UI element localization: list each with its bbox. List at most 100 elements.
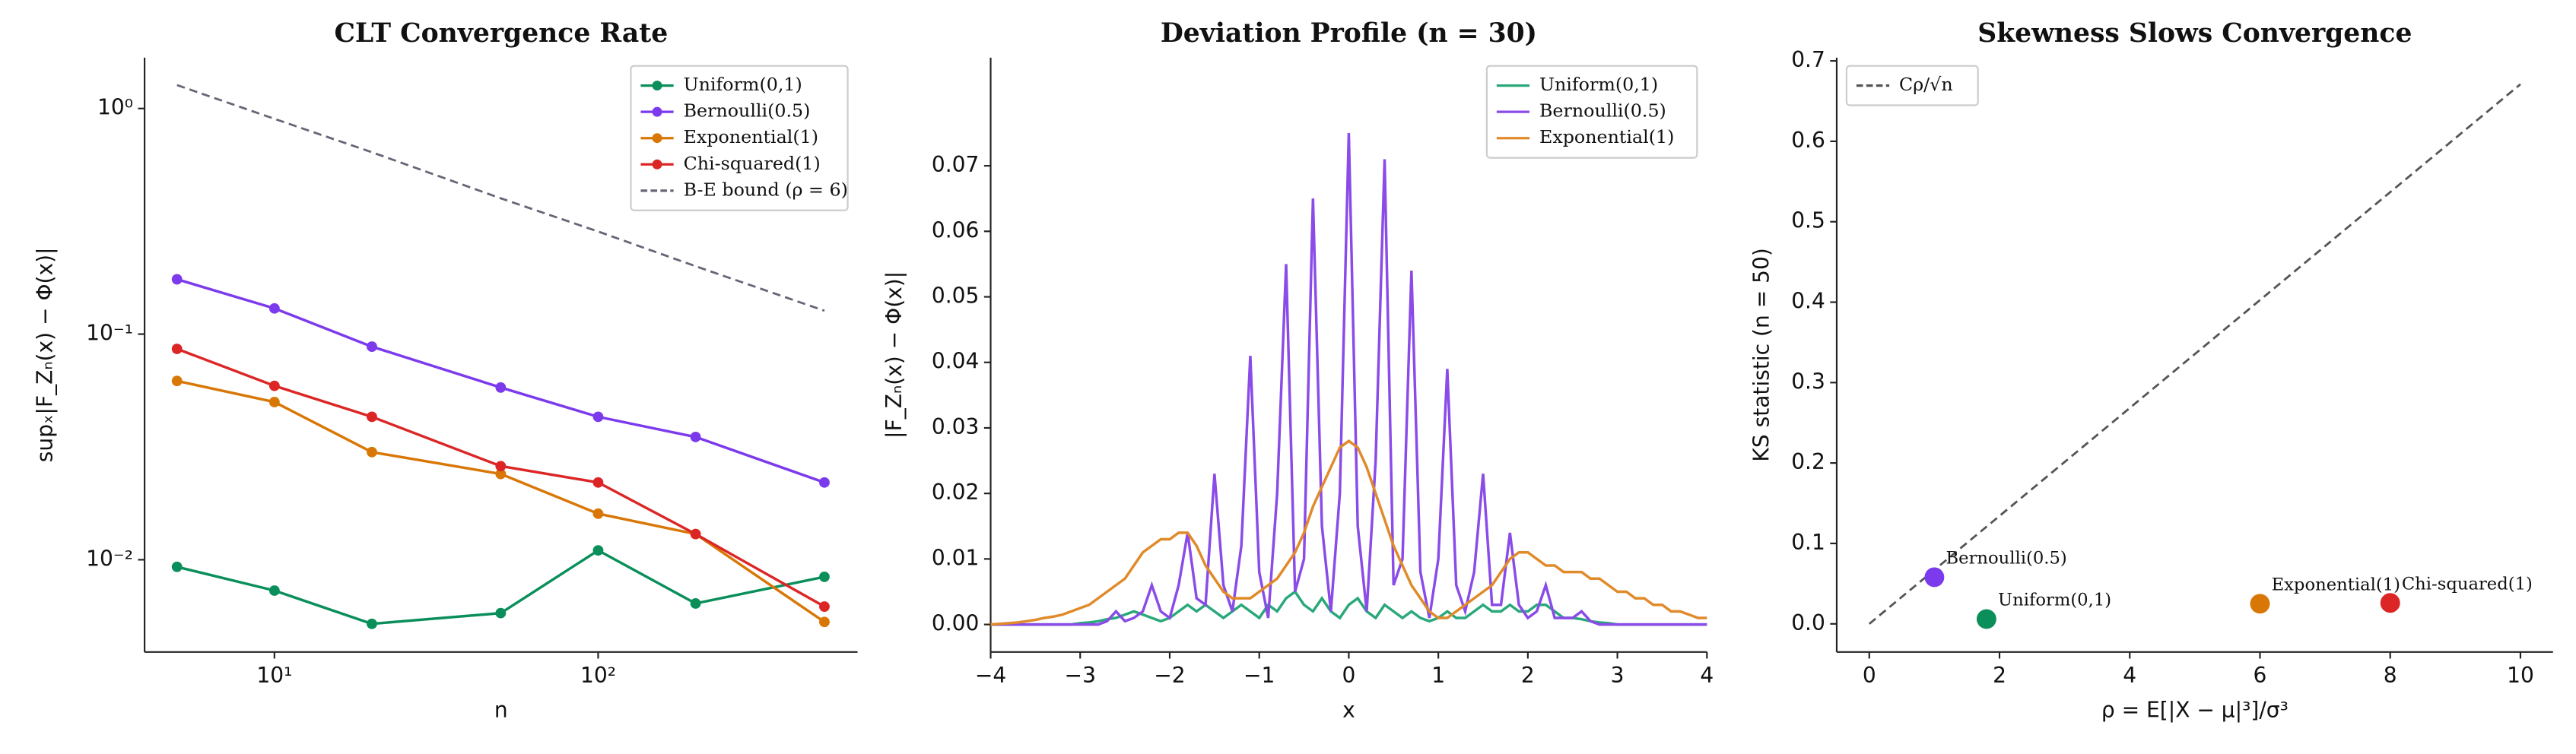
x-tick-label: 0 (1342, 663, 1355, 688)
data-point (690, 528, 701, 540)
y-tick-label: 0.04 (932, 349, 980, 374)
data-point (819, 477, 830, 488)
legend-label: Bernoulli(0.5) (684, 100, 811, 122)
legend-marker (652, 133, 662, 144)
series-line (990, 439, 1707, 626)
series-line (990, 132, 1707, 626)
x-axis-label: ρ = E[|X − μ|³]/σ³ (2101, 698, 2289, 723)
point-label: Bernoulli(0.5) (1946, 549, 2067, 569)
legend-label: Cρ/√n (1899, 74, 1953, 95)
chart-title: CLT Convergence Rate (334, 18, 668, 49)
point-label: Exponential(1) (2272, 575, 2400, 595)
data-point (819, 616, 830, 628)
y-tick-label: 10⁰ (97, 95, 133, 120)
data-point (268, 585, 280, 596)
y-tick-label: 0.07 (932, 152, 980, 177)
legend-marker (652, 159, 662, 169)
x-tick-label: 4 (2123, 663, 2136, 688)
data-point (171, 561, 183, 572)
data-point (819, 601, 830, 612)
legend-label: Exponential(1) (1539, 126, 1674, 147)
data-point (367, 618, 377, 629)
series-line (990, 590, 1707, 626)
x-tick-label: 0 (1863, 663, 1876, 688)
y-tick-label: 0.2 (1791, 449, 1825, 474)
data-point (592, 545, 604, 556)
y-tick-label: 0.03 (932, 414, 980, 439)
y-tick-label: 0.1 (1791, 530, 1825, 555)
y-axis-label: |F_Zₙ(x) − Φ(x)| (881, 271, 907, 439)
data-point (592, 477, 604, 488)
y-tick-label: 0.7 (1791, 47, 1825, 72)
scatter-point (1976, 609, 1996, 629)
data-point (268, 303, 280, 314)
data-point (592, 508, 604, 519)
data-point (268, 397, 280, 407)
y-tick-label: 0.01 (932, 545, 980, 570)
data-point (495, 382, 507, 393)
y-tick-label: 0.06 (932, 217, 980, 242)
legend-box (1845, 65, 1979, 106)
y-axis-label: KS statistic (n = 50) (1749, 248, 1774, 461)
chart-title: Deviation Profile (n = 30) (1161, 18, 1537, 49)
y-axis-label: supₓ|F_Zₙ(x) − Φ(x)| (32, 247, 57, 462)
y-tick-label: 0.00 (932, 611, 980, 636)
x-tick-label: 2 (1521, 663, 1535, 688)
x-tick-label: 4 (1700, 663, 1714, 688)
data-point (171, 274, 183, 285)
data-point (495, 461, 507, 472)
legend-label: Exponential(1) (684, 126, 818, 147)
legend-label: Bernoulli(0.5) (1539, 100, 1666, 122)
y-tick-label: 0.6 (1791, 128, 1825, 153)
legend-marker (652, 106, 662, 117)
legend-label: Uniform(0,1) (684, 74, 802, 95)
x-tick-label: 10 (2507, 663, 2534, 688)
y-tick-label: 0.0 (1791, 610, 1825, 635)
x-tick-label: 2 (1993, 663, 2006, 688)
y-tick-label: 0.4 (1791, 289, 1825, 314)
y-tick-label: 10⁻¹ (86, 321, 133, 346)
data-point (367, 411, 377, 423)
scatter-point (2380, 593, 2400, 613)
x-tick-label: 8 (2384, 663, 2397, 688)
data-point (367, 341, 377, 352)
point-label: Chi-squared(1) (2402, 575, 2533, 594)
y-tick-label: 0.5 (1791, 208, 1825, 233)
x-tick-label: 10² (580, 663, 616, 688)
data-point (495, 607, 507, 619)
y-tick-label: 0.05 (932, 284, 980, 309)
x-tick-label: −4 (975, 663, 1006, 688)
y-tick-label: 0.3 (1791, 369, 1825, 394)
data-point (690, 598, 701, 609)
scatter-point (2250, 594, 2270, 614)
legend-box (1485, 65, 1698, 159)
chart-title: Skewness Slows Convergence (1977, 18, 2412, 49)
scatter-point (1924, 567, 1945, 588)
x-tick-label: −1 (1244, 663, 1275, 688)
data-point (819, 571, 830, 582)
series-line (1868, 83, 2521, 625)
legend-label: Chi-squared(1) (684, 153, 821, 174)
x-tick-label: −2 (1154, 663, 1185, 688)
x-tick-label: 6 (2254, 663, 2267, 688)
legend-label: Uniform(0,1) (1539, 74, 1658, 95)
x-tick-label: 10¹ (256, 663, 292, 688)
data-point (268, 380, 280, 391)
y-tick-label: 10⁻² (86, 546, 133, 571)
x-tick-label: 1 (1431, 663, 1445, 688)
legend-marker (652, 81, 662, 91)
data-point (367, 446, 377, 458)
x-axis-label: x (1342, 698, 1355, 723)
y-tick-label: 0.02 (932, 480, 980, 505)
x-axis-label: n (494, 698, 508, 723)
data-point (592, 411, 604, 423)
x-tick-label: 3 (1611, 663, 1625, 688)
data-point (495, 468, 507, 480)
series-line (176, 84, 825, 312)
data-point (690, 432, 701, 442)
legend-label: B-E bound (ρ = 6) (684, 179, 848, 200)
point-label: Uniform(0,1) (1998, 591, 2111, 610)
x-tick-label: −3 (1065, 663, 1096, 688)
